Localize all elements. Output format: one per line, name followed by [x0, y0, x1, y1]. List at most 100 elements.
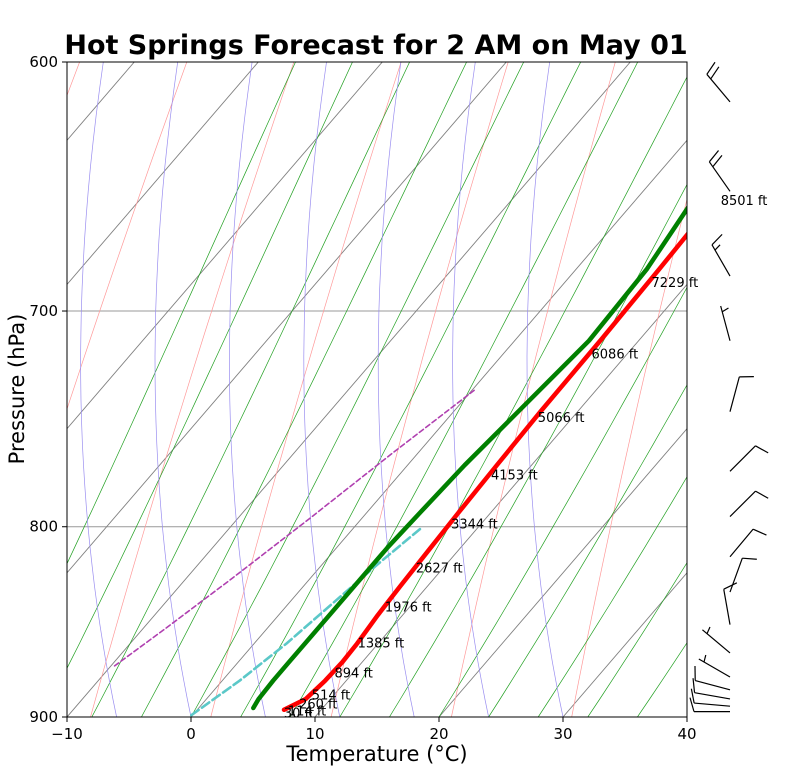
chart-title: Hot Springs Forecast for 2 AM on May 01	[64, 30, 687, 61]
isotherm-line	[686, 716, 687, 717]
isotherm-line	[438, 427, 687, 717]
barb-half-feather	[714, 244, 721, 251]
y-tick-label: 600	[29, 53, 58, 71]
barb-half-feather	[706, 626, 711, 634]
wind-barb	[689, 697, 730, 713]
barb-feather	[723, 582, 738, 590]
x-tick-label: 30	[553, 725, 572, 743]
isotherm-line	[67, 62, 383, 430]
isotherm-line	[314, 283, 687, 717]
height-label: 30 ft	[284, 706, 314, 721]
barb-half-feather	[703, 654, 707, 663]
barb-shaft	[729, 376, 740, 412]
dry-adiabat-line	[90, 62, 295, 717]
x-tick-label: 0	[186, 725, 196, 743]
isotherm-line	[562, 572, 687, 717]
wind-barb	[729, 528, 767, 558]
barb-feather	[692, 678, 696, 693]
moist-adiabat-line	[339, 76, 687, 717]
moist-adiabat-line	[67, 62, 296, 565]
x-tick-label: 10	[305, 725, 324, 743]
dry-adiabat-line	[67, 62, 188, 411]
barb-shaft	[729, 445, 756, 472]
height-label: 1385 ft	[358, 637, 405, 652]
height-label: 260 ft	[299, 697, 337, 712]
mixing-ratio-line	[229, 62, 266, 717]
y-tick-label: 800	[29, 518, 58, 536]
wind-barb	[698, 654, 731, 678]
wind-barb	[694, 665, 731, 691]
wind-barb	[702, 626, 731, 654]
barb-shaft	[695, 679, 731, 691]
mixing-ratio-trace	[113, 388, 476, 667]
y-tick-label: 700	[29, 302, 58, 320]
profile-traces	[113, 205, 687, 717]
height-label: 3344 ft	[451, 518, 498, 533]
isotherm-line	[190, 139, 687, 717]
mixing-ratio-line	[377, 62, 415, 717]
moist-adiabat-line	[438, 286, 687, 717]
height-label: 4153 ft	[491, 468, 538, 483]
axis-ticks: −10 0 10 20 30 40 600 700 800 900	[29, 53, 696, 743]
barb-half-feather	[721, 307, 729, 313]
mixing-ratio-line	[303, 62, 341, 717]
height-label: 7229 ft	[652, 276, 699, 291]
temperature-trace	[281, 231, 687, 713]
moist-adiabat-line	[289, 62, 639, 717]
height-label: 2627 ft	[416, 562, 463, 577]
parcel-path-trace	[190, 525, 425, 717]
x-axis-label: Temperature (°C)	[285, 742, 467, 766]
barb-shaft	[694, 692, 731, 700]
x-tick-label: 20	[429, 725, 448, 743]
height-label: 514 ft	[312, 688, 350, 703]
height-label: 894 ft	[335, 666, 373, 681]
moist-adiabat-line	[67, 62, 353, 669]
plot-frame	[66, 61, 688, 718]
dry-adiabat-line	[330, 62, 509, 717]
barb-feather	[742, 557, 757, 560]
wind-barb	[729, 445, 769, 472]
mixing-ratio-line	[526, 62, 564, 717]
wind-barbs	[689, 61, 769, 713]
height-label: 8501 ft	[721, 194, 768, 209]
barb-feather	[712, 155, 723, 168]
barb-feather	[755, 490, 769, 499]
moist-adiabat-line	[389, 183, 687, 717]
dry-adiabat-line	[571, 197, 687, 717]
barb-feather	[711, 233, 723, 246]
moist-adiabat-line	[141, 62, 467, 717]
height-label: 114 ft	[288, 705, 326, 720]
moist-adiabat-line	[637, 642, 687, 717]
barb-shaft	[702, 629, 731, 654]
barb-shaft	[723, 589, 731, 625]
moist-adiabat-line	[686, 716, 687, 717]
x-tick-label: −10	[51, 725, 83, 743]
barb-shaft	[729, 557, 743, 593]
mixing-ratio-line	[80, 62, 117, 717]
mixing-ratio-line	[452, 62, 489, 717]
barb-feather	[710, 66, 720, 80]
barb-feather	[706, 61, 716, 75]
wind-barb	[708, 150, 731, 192]
moist-adiabat-line	[587, 562, 687, 717]
wind-barb	[723, 582, 738, 625]
moist-adiabat-line	[488, 384, 687, 717]
barb-shaft	[729, 528, 754, 558]
wind-barb	[690, 688, 731, 707]
x-tick-label: 40	[677, 725, 696, 743]
barb-feather	[690, 688, 695, 704]
barb-shaft	[694, 702, 731, 707]
height-label: 6086 ft	[592, 347, 639, 362]
barb-feather	[752, 528, 767, 536]
wind-barb	[720, 305, 731, 341]
moist-adiabat-line	[91, 62, 410, 717]
y-axis-label: Pressure (hPa)	[5, 314, 29, 465]
wind-barb	[729, 490, 769, 518]
height-label: 1976 ft	[385, 601, 432, 616]
moist-adiabat-line	[240, 62, 582, 717]
background-lines	[67, 62, 687, 717]
moist-adiabat-line	[537, 476, 687, 717]
dry-adiabat-line	[210, 62, 402, 717]
y-tick-label: 900	[29, 708, 58, 726]
